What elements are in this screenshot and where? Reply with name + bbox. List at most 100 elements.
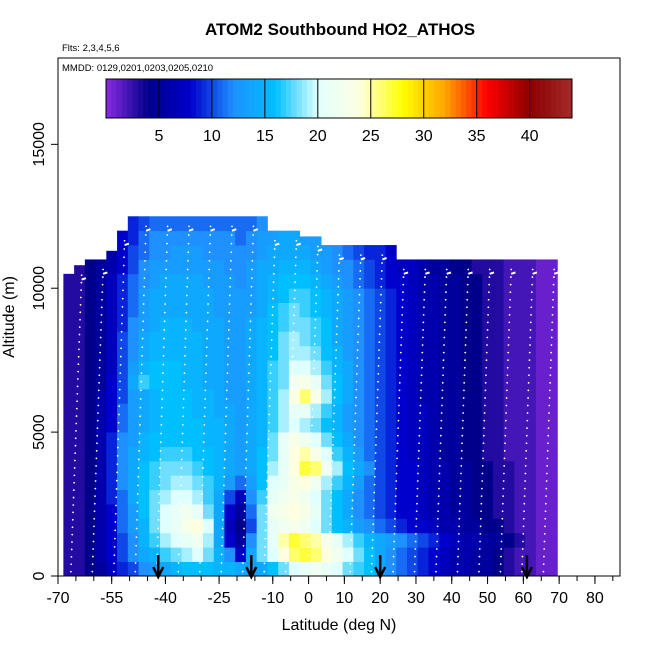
heatmap-cell [235, 302, 247, 318]
profile-dot [145, 225, 147, 228]
profile-dot [530, 313, 532, 316]
profile-dot [375, 420, 378, 423]
colorbar-swatch [254, 79, 260, 118]
profile-dot [75, 429, 77, 432]
profile-dot [78, 326, 81, 329]
profile-dot [435, 570, 437, 573]
heatmap-cell [525, 374, 537, 390]
heatmap-cell [428, 403, 440, 419]
heatmap-cell [385, 532, 397, 548]
profile-dot [165, 251, 168, 254]
profile-dot [271, 314, 274, 317]
profile-dot [177, 562, 180, 564]
heatmap-cell [439, 475, 451, 491]
heatmap-cell [213, 302, 225, 318]
profile-dot [248, 346, 251, 349]
heatmap-cell [460, 259, 472, 275]
heatmap-cell [482, 273, 494, 289]
profile-dot [188, 225, 190, 228]
profile-dot [350, 531, 353, 534]
heatmap-cell [299, 475, 311, 491]
profile-dot [310, 432, 313, 435]
heatmap-cell [224, 331, 236, 347]
heatmap-cell [417, 518, 429, 534]
heatmap-cell [503, 547, 515, 563]
profile-dot [202, 441, 205, 444]
profile-dot [552, 283, 555, 286]
heatmap-cell [256, 489, 268, 505]
heatmap-cell [364, 446, 376, 462]
heatmap-cell [482, 475, 494, 491]
profile-dot [379, 317, 382, 320]
heatmap-cell [84, 446, 96, 462]
profile-dot [530, 291, 533, 294]
profile-dot [464, 336, 467, 339]
heatmap-cell [84, 388, 96, 404]
heatmap-cell [364, 489, 376, 505]
profile-dot [271, 330, 273, 333]
heatmap-cell [321, 288, 333, 304]
profile-dot [179, 501, 182, 504]
profile-dot [398, 404, 400, 407]
heatmap-cell [331, 345, 343, 361]
dates-note: MMDD: 0129,0201,0203,0205,0210 [62, 63, 213, 74]
heatmap-cell [256, 302, 268, 318]
profile-dot [400, 329, 403, 331]
heatmap-cell [202, 216, 215, 232]
profile-dot [164, 303, 167, 305]
heatmap-cell [202, 317, 215, 332]
heatmap-cell [525, 446, 537, 462]
profile-dot [97, 389, 100, 392]
heatmap-cell [95, 288, 107, 304]
colorbar-swatch [280, 79, 287, 118]
colorbar-swatch [545, 79, 552, 118]
profile-dot [485, 351, 488, 354]
profile-dot [329, 523, 332, 526]
heatmap-cell [482, 259, 494, 275]
profile-dot [465, 313, 468, 316]
profile-dot [416, 495, 419, 498]
heatmap-cell [84, 417, 96, 433]
profile-dot [370, 570, 373, 573]
profile-dot [295, 239, 298, 242]
profile-dot [501, 502, 504, 505]
heatmap-cell [364, 460, 376, 476]
profile-top-segment [553, 271, 559, 275]
heatmap-cell [288, 489, 301, 505]
heatmap-cell [407, 345, 419, 361]
profile-dot [380, 285, 383, 288]
heatmap-cell [213, 388, 225, 404]
heatmap-cell [256, 518, 268, 534]
profile-dot [312, 375, 315, 378]
heatmap-cell [449, 374, 462, 390]
profile-dot [549, 374, 552, 377]
heatmap-cell [160, 460, 172, 476]
heatmap-cell [160, 317, 172, 332]
heatmap-cell [342, 331, 354, 347]
x-axis-label: Latitude (deg N) [282, 617, 397, 634]
profile-dot [337, 293, 339, 296]
profile-dot [269, 372, 272, 375]
heatmap-cell [342, 532, 354, 548]
heatmap-cell [535, 374, 548, 390]
y-tick-label: 0 [31, 571, 48, 580]
colorbar-swatch [540, 79, 546, 118]
profile-dot [393, 533, 396, 535]
heatmap-cell [342, 518, 354, 534]
profile-dot [372, 515, 375, 518]
heatmap-cell [84, 475, 96, 491]
heatmap-cell [385, 259, 397, 275]
profile-dot [423, 306, 425, 309]
heatmap-cell [396, 432, 408, 447]
heatmap-cell [267, 360, 279, 375]
profile-dot [160, 432, 162, 435]
heatmap-cell [278, 302, 290, 318]
heatmap-cell [127, 547, 139, 563]
profile-dot [134, 562, 137, 564]
heatmap-cell [278, 417, 290, 433]
profile-dot [549, 381, 552, 384]
heatmap-cell [127, 259, 139, 275]
heatmap-cell [235, 288, 247, 304]
heatmap-cell [428, 561, 440, 577]
heatmap-cell [256, 245, 268, 260]
